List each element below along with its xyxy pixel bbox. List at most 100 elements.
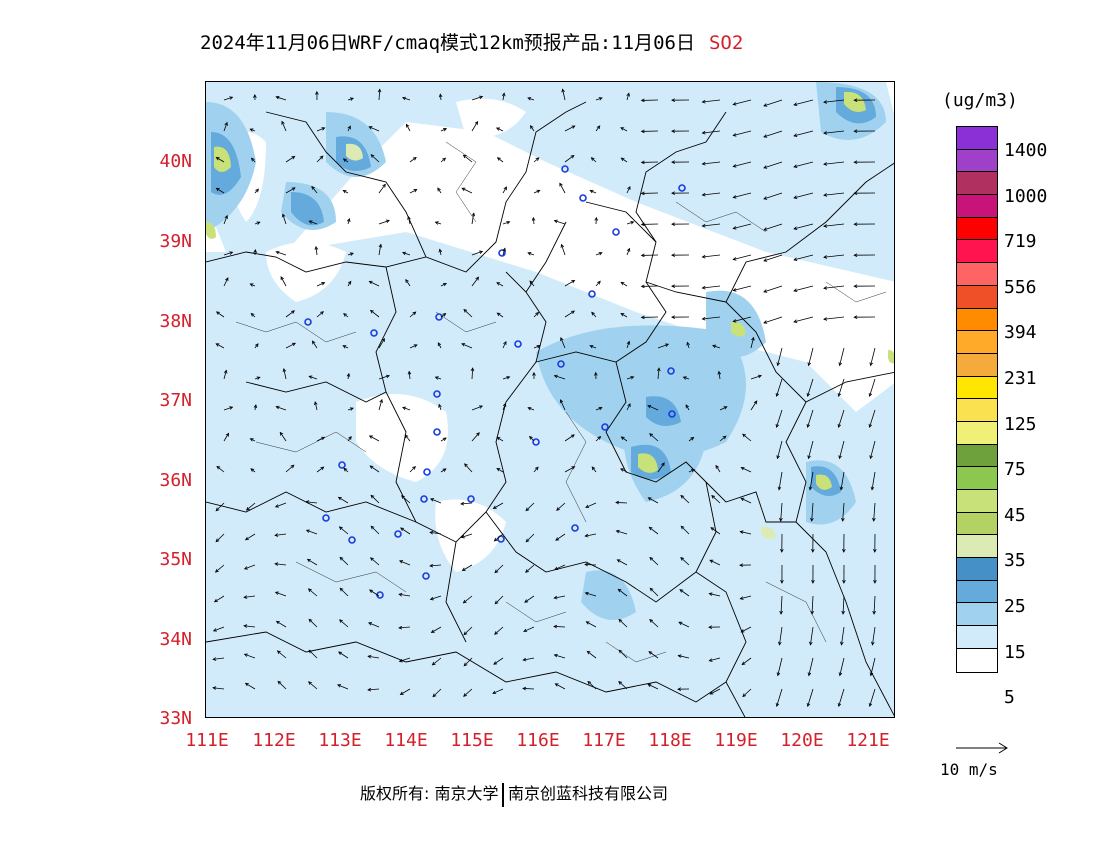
map-frame[interactable] bbox=[205, 81, 895, 718]
wind-vector-head bbox=[584, 533, 589, 538]
wind-vector bbox=[595, 436, 601, 442]
wind-vector bbox=[823, 223, 845, 227]
wind-vector-head bbox=[732, 133, 737, 137]
wind-vector bbox=[712, 345, 721, 349]
wind-vector-head bbox=[475, 276, 480, 281]
wind-vector-head bbox=[369, 465, 374, 469]
wind-vector bbox=[626, 186, 631, 194]
legend-label: 25 bbox=[1004, 596, 1026, 617]
wind-vector-head bbox=[430, 629, 435, 633]
wind-vector-head bbox=[554, 566, 559, 571]
wind-vector-head bbox=[337, 496, 342, 501]
wind-vector bbox=[709, 593, 721, 597]
wind-vector-head bbox=[370, 525, 375, 530]
wind-vector-head bbox=[492, 505, 497, 509]
lat-label: 36N bbox=[159, 470, 192, 491]
wind-vector-head bbox=[620, 436, 625, 440]
wind-vector bbox=[777, 657, 783, 676]
wind-vector-head bbox=[367, 687, 372, 692]
wind-vector-head bbox=[740, 629, 745, 633]
wind-vector-head bbox=[671, 315, 675, 319]
wind-vector bbox=[678, 621, 690, 628]
wind-vector bbox=[213, 687, 225, 690]
wind-vector bbox=[710, 527, 721, 535]
wind-vector-head bbox=[649, 587, 654, 592]
map-canvas[interactable] bbox=[206, 82, 895, 718]
wind-vector bbox=[223, 122, 228, 132]
wind-vector bbox=[586, 621, 597, 628]
wind-vector bbox=[471, 213, 475, 225]
wind-vector-head bbox=[429, 498, 435, 502]
wind-vector bbox=[839, 347, 845, 366]
wind-vector-head bbox=[701, 130, 706, 135]
wind-vector bbox=[316, 436, 325, 442]
monitoring-stations[interactable] bbox=[304, 165, 686, 599]
legend-label: 1400 bbox=[1004, 140, 1048, 161]
wind-vector-head bbox=[648, 526, 653, 531]
wind-vector bbox=[595, 97, 603, 101]
wind-vector-head bbox=[291, 155, 296, 160]
legend-label: 719 bbox=[1004, 231, 1037, 253]
color-legend bbox=[956, 126, 998, 673]
wind-vector bbox=[793, 99, 814, 106]
wind-vector-head bbox=[553, 653, 558, 658]
field-white-patch bbox=[356, 394, 448, 482]
wind-vector bbox=[213, 657, 225, 660]
wind-vector-head bbox=[763, 103, 768, 107]
wind-vector-head bbox=[841, 517, 845, 522]
wind-vector-head bbox=[709, 691, 714, 695]
wind-vector-head bbox=[626, 247, 631, 252]
wind-vector-head bbox=[502, 247, 506, 252]
wind-vector-head bbox=[732, 319, 737, 323]
wind-vector-head bbox=[229, 406, 234, 410]
legend-swatch bbox=[957, 217, 997, 241]
wind-vector bbox=[702, 161, 721, 165]
wind-vector bbox=[823, 285, 845, 289]
wind-vector-head bbox=[647, 404, 652, 409]
wind-vector-head bbox=[620, 468, 625, 472]
wind-vector-head bbox=[709, 559, 714, 564]
wind-vector bbox=[626, 221, 634, 225]
wind-vector bbox=[337, 684, 349, 690]
wind-vector bbox=[560, 337, 566, 349]
wind-vector-head bbox=[407, 370, 412, 375]
wind-vector-head bbox=[212, 628, 217, 632]
wind-vector-head bbox=[402, 406, 407, 411]
wind-vector bbox=[533, 345, 540, 349]
wind-vector-head bbox=[701, 316, 706, 321]
lon-label: 120E bbox=[780, 730, 824, 751]
wind-vector-head bbox=[671, 222, 675, 226]
wind-vector bbox=[244, 564, 256, 570]
wind-vector-head bbox=[671, 253, 675, 257]
wind-vector-head bbox=[223, 369, 228, 374]
wind-vector bbox=[620, 127, 628, 132]
wind-vector-head bbox=[479, 95, 484, 100]
wind-vector bbox=[316, 311, 324, 318]
wind-vector-head bbox=[776, 455, 780, 460]
wind-vector bbox=[840, 471, 845, 490]
wind-vector-head bbox=[589, 344, 594, 349]
wind-vector-head bbox=[438, 403, 442, 408]
wind-vector bbox=[733, 254, 752, 260]
wind-vector-head bbox=[763, 258, 768, 262]
wind-vector bbox=[626, 403, 631, 411]
wind-vector bbox=[378, 375, 390, 380]
lon-label: 118E bbox=[648, 730, 692, 751]
wind-vector-head bbox=[398, 625, 403, 630]
wind-vector-head bbox=[338, 526, 343, 531]
legend-swatch bbox=[957, 195, 997, 218]
wind-vector bbox=[402, 252, 411, 256]
wind-vector bbox=[810, 626, 814, 645]
wind-vector-head bbox=[522, 686, 527, 691]
wind-vector bbox=[709, 657, 721, 662]
wind-vector bbox=[223, 370, 227, 380]
wind-vector bbox=[497, 312, 504, 318]
wind-vector bbox=[316, 466, 324, 473]
wind-vector-head bbox=[682, 376, 687, 380]
wind-vector-head bbox=[253, 404, 258, 409]
wind-vector-head bbox=[342, 190, 347, 194]
wind-vector-head bbox=[853, 160, 858, 164]
wind-vector-head bbox=[276, 650, 281, 655]
station-marker bbox=[370, 329, 378, 337]
wind-vector-head bbox=[690, 436, 695, 441]
